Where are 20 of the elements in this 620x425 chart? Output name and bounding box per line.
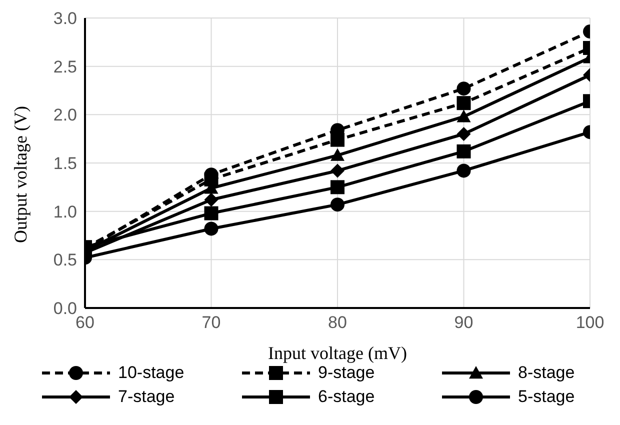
y-tick-label: 3.0 bbox=[53, 9, 77, 28]
legend-label: 6-stage bbox=[318, 387, 375, 407]
x-tick-label: 100 bbox=[576, 313, 604, 332]
legend-label: 5-stage bbox=[518, 387, 575, 407]
y-tick-label: 0.5 bbox=[53, 250, 77, 270]
x-axis-title: Input voltage (mV) bbox=[268, 343, 407, 363]
y-tick-label: 1.0 bbox=[53, 202, 77, 222]
x-tick-label: 80 bbox=[328, 313, 347, 332]
x-tick-label: 90 bbox=[454, 313, 474, 332]
legend-label: 10-stage bbox=[118, 363, 184, 383]
legend-label: 7-stage bbox=[118, 387, 175, 407]
y-tick-label: 0.0 bbox=[53, 299, 77, 318]
y-tick-label: 1.5 bbox=[53, 154, 77, 174]
x-tick-label: 60 bbox=[76, 313, 94, 332]
legend-label: 8-stage bbox=[518, 363, 575, 383]
y-axis-title: Output voltage (V) bbox=[10, 106, 30, 243]
legend-label: 9-stage bbox=[318, 363, 375, 383]
y-tick-label: 2.0 bbox=[53, 106, 77, 125]
y-tick-label: 2.5 bbox=[53, 57, 77, 76]
x-tick-label: 70 bbox=[202, 313, 221, 332]
